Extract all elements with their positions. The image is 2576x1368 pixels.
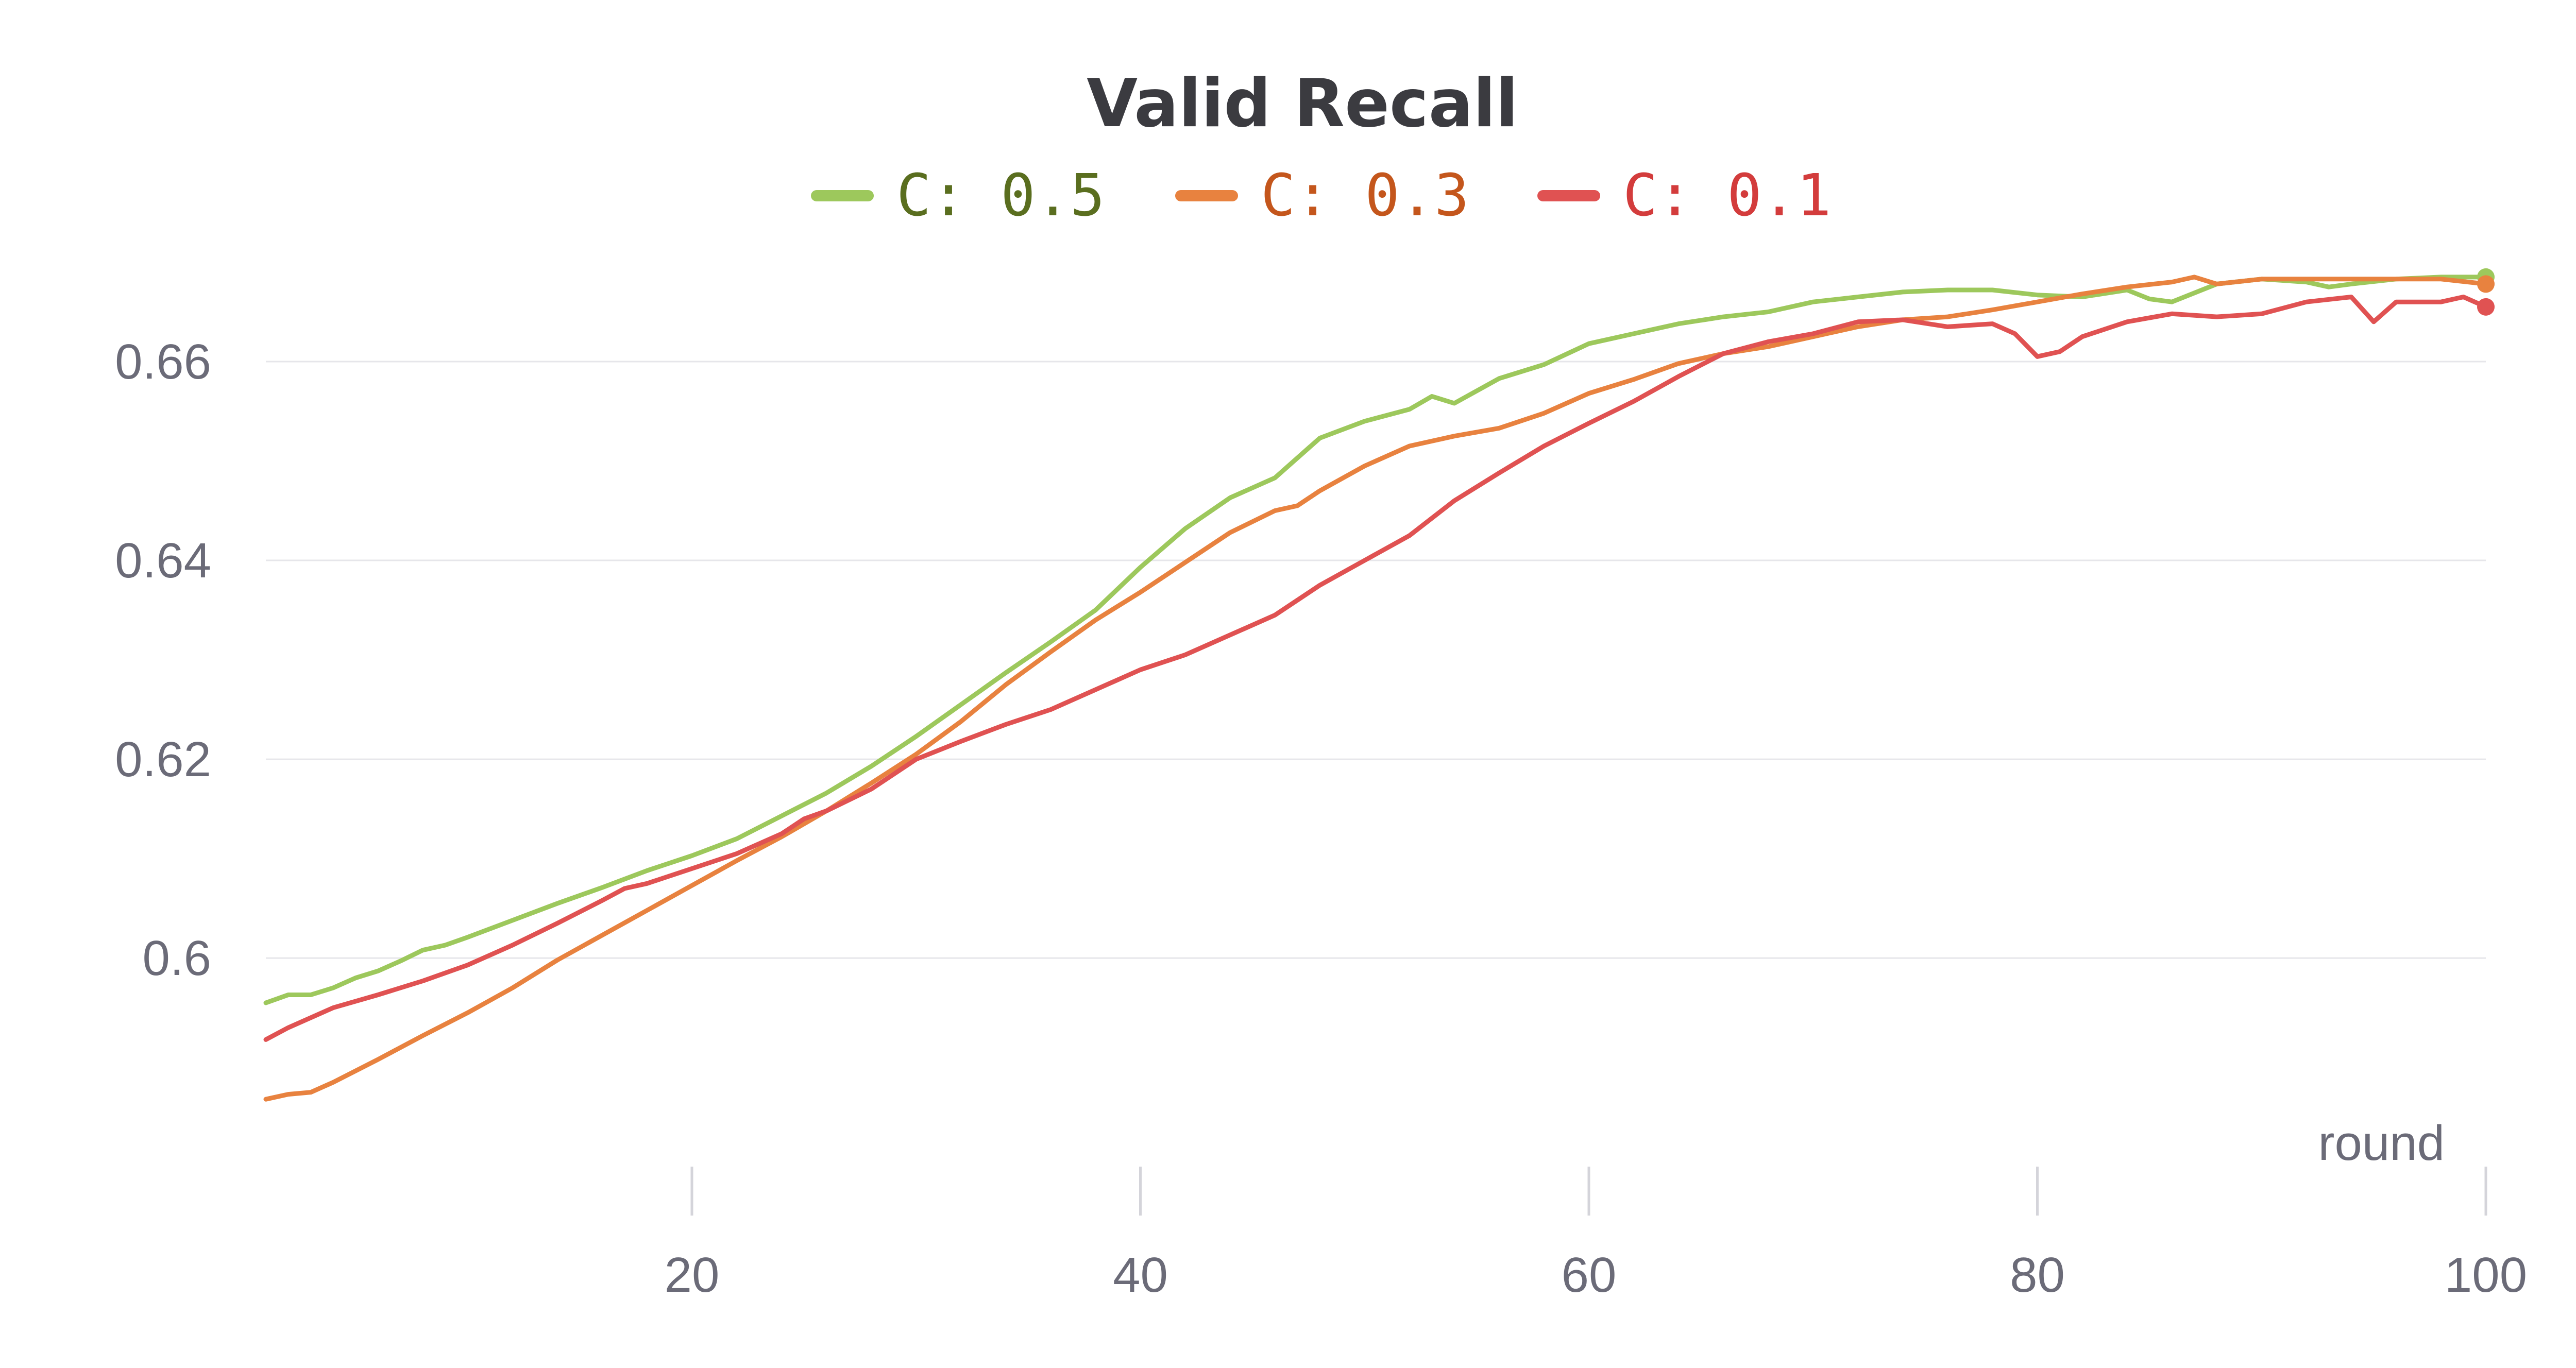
series-lines [263,268,2495,1102]
x-axis-label: round [2318,1116,2445,1171]
x-tick-label: 20 [665,1247,720,1303]
series-end-point [2477,298,2495,316]
y-tick-label: 0.62 [115,732,211,787]
legend-label: C: 0.1 [1623,162,1832,229]
y-tick-label: 0.6 [143,931,211,986]
y-tick-label: 0.64 [115,533,211,588]
x-tick-label: 100 [2445,1247,2527,1303]
series-end-point [2477,275,2495,293]
chart-title: Valid Recall [1087,65,1518,142]
series-line-1 [263,275,2488,1005]
legend: C: 0.5 C: 0.3 C: 0.1 [811,162,1832,229]
series-line-2 [263,275,2488,1102]
series-line-3 [263,295,2488,1042]
legend-label: C: 0.3 [1261,162,1469,229]
x-axis-ticks: 20 40 60 80 100 [665,1167,2527,1303]
x-tick-label: 60 [1562,1247,1617,1303]
y-gridlines [266,361,2486,959]
y-axis-tick-labels: 0.6 0.62 0.64 0.66 [115,334,211,986]
x-tick-label: 80 [2010,1247,2065,1303]
x-tick-label: 40 [1113,1247,1168,1303]
y-tick-label: 0.66 [115,334,211,389]
legend-label: C: 0.5 [896,162,1105,229]
